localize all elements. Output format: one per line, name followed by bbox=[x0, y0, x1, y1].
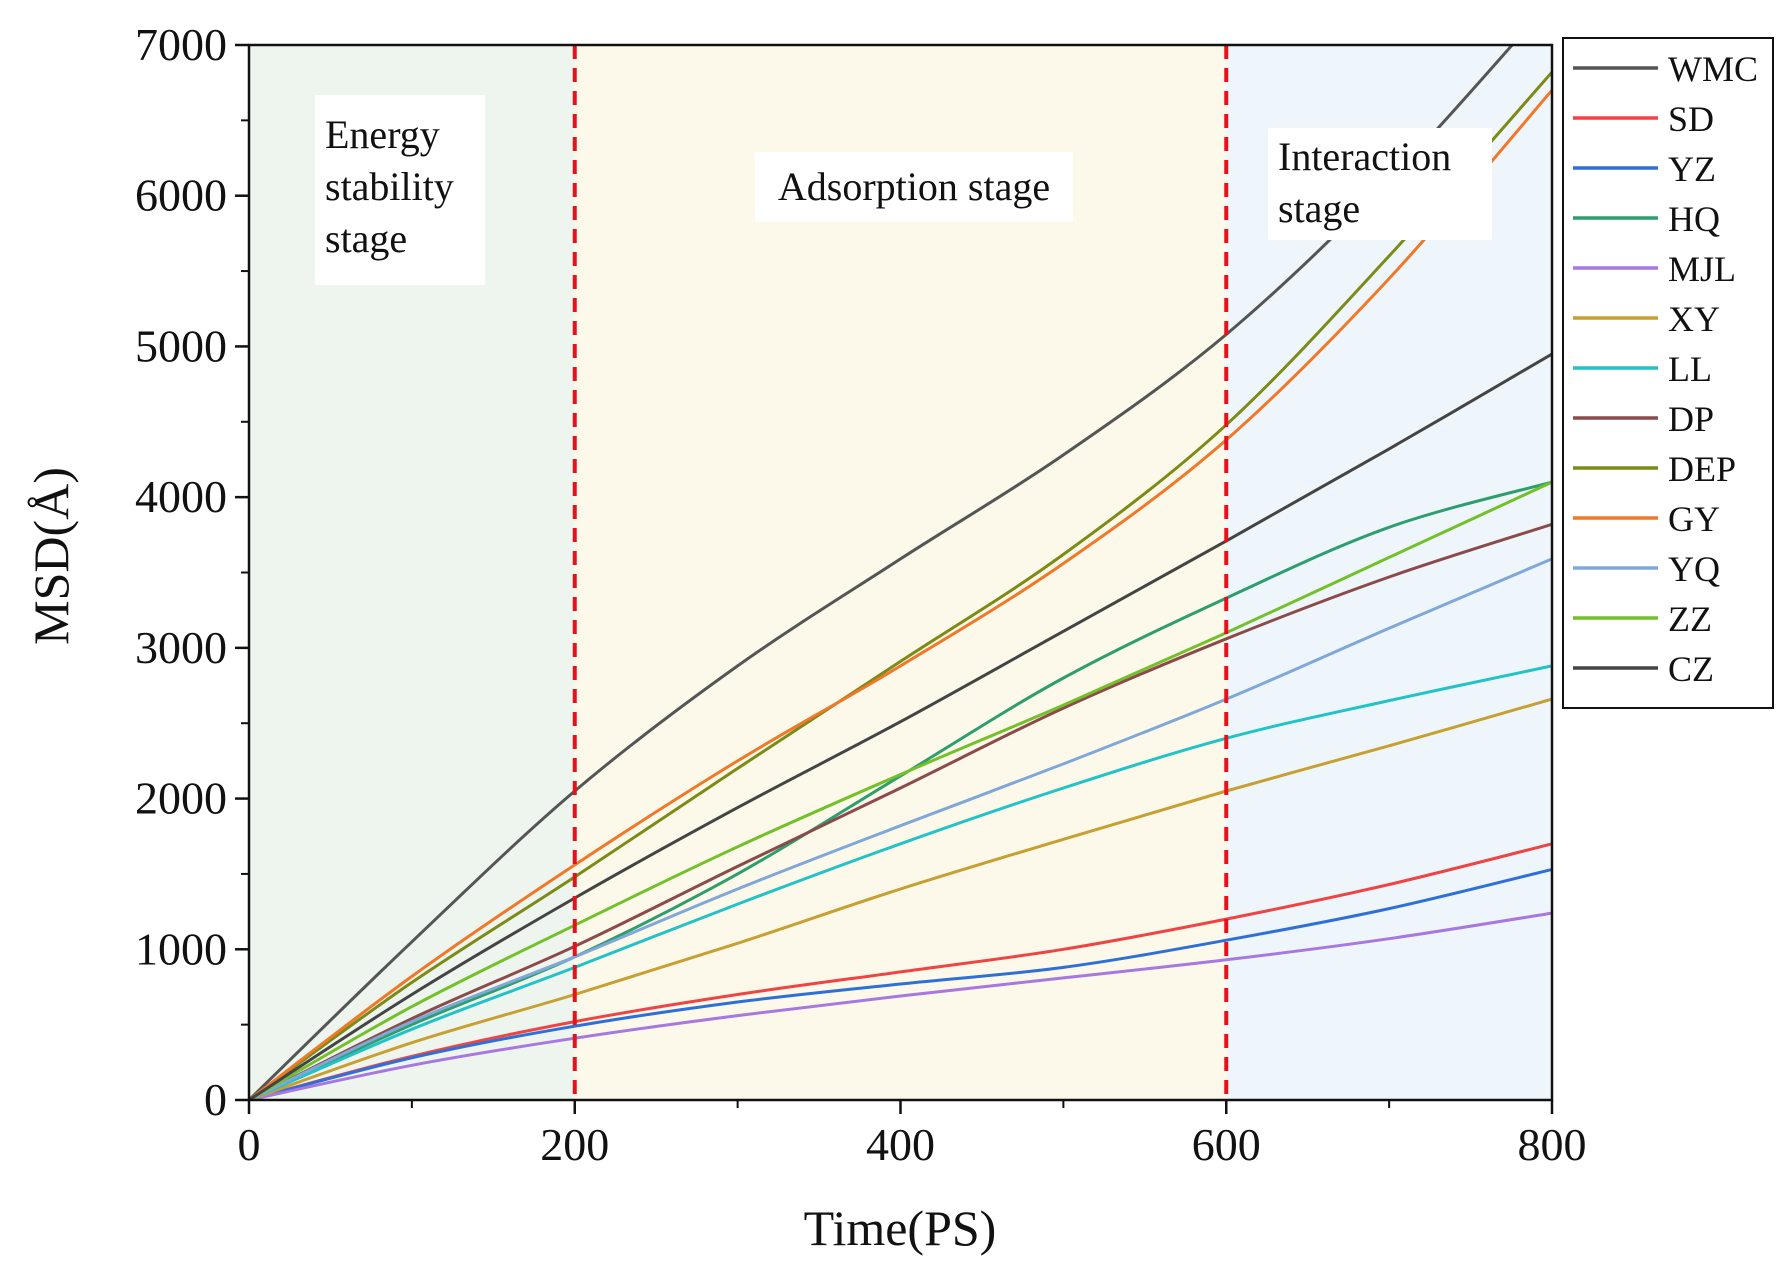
legend-label-gy: GY bbox=[1668, 499, 1720, 539]
series-line-gy bbox=[249, 89, 1552, 1100]
stage-label-0: Energy stability stage bbox=[325, 112, 454, 261]
series-line-sd bbox=[249, 842, 1552, 1100]
legend-label-cz: CZ bbox=[1668, 649, 1714, 689]
y-axis-title: MSD(Å) bbox=[23, 467, 79, 645]
legend-label-wmc: WMC bbox=[1668, 49, 1758, 89]
series-line-yq bbox=[249, 557, 1552, 1100]
legend-label-ll: LL bbox=[1668, 349, 1712, 389]
series-line-xy bbox=[249, 697, 1552, 1100]
y-tick-label: 4000 bbox=[135, 471, 227, 522]
x-tick-label: 0 bbox=[238, 1119, 261, 1170]
x-tick-label: 400 bbox=[866, 1119, 935, 1170]
legend-label-sd: SD bbox=[1668, 99, 1714, 139]
y-tick-label: 5000 bbox=[135, 320, 227, 371]
legend-label-mjl: MJL bbox=[1668, 249, 1736, 289]
y-tick-label: 6000 bbox=[135, 170, 227, 221]
x-tick-label: 600 bbox=[1192, 1119, 1261, 1170]
x-tick-label: 800 bbox=[1518, 1119, 1587, 1170]
y-tick-label: 1000 bbox=[135, 923, 227, 974]
series-line-mjl bbox=[249, 911, 1552, 1100]
y-tick-label: 0 bbox=[204, 1074, 227, 1125]
legend-label-yz: YZ bbox=[1668, 149, 1716, 189]
series-line-yz bbox=[249, 867, 1552, 1100]
legend-box bbox=[1562, 37, 1774, 709]
y-tick-label: 7000 bbox=[135, 19, 227, 70]
stage-label-box-0 bbox=[315, 95, 485, 285]
stage-label-box-1 bbox=[755, 152, 1073, 222]
axis-ticks: 0 200 400 600 800 0 1000 2000 3000 4000 5000 6000 70… bbox=[135, 19, 1587, 1170]
legend-label-zz: ZZ bbox=[1668, 599, 1712, 639]
y-tick-label: 3000 bbox=[135, 622, 227, 673]
legend-label-xy: XY bbox=[1668, 299, 1720, 339]
x-axis-title: Time(PS) bbox=[804, 1200, 997, 1256]
legend-label-dp: DP bbox=[1668, 399, 1714, 439]
stage-labels: Energy stability stage Adsorption stage Inte… bbox=[315, 95, 1492, 285]
series-line-cz bbox=[249, 352, 1552, 1100]
stage-label-1: Adsorption stage bbox=[778, 164, 1050, 209]
stage-label-2: Interaction stage bbox=[1278, 134, 1451, 231]
legend-label-dep: DEP bbox=[1668, 449, 1736, 489]
series-layer bbox=[249, 45, 1552, 1100]
stage-dividers bbox=[572, 45, 1229, 1100]
x-tick-label: 200 bbox=[540, 1119, 609, 1170]
legend: WMC SD YZ HQ MJL XY LL DP DEP GY YQ ZZ CZ bbox=[1562, 37, 1774, 709]
series-line-zz bbox=[249, 480, 1552, 1100]
series-line-ll bbox=[249, 664, 1552, 1100]
stage-label-box-2 bbox=[1268, 128, 1492, 240]
series-line-dep bbox=[249, 71, 1552, 1100]
legend-label-yq: YQ bbox=[1668, 549, 1720, 589]
y-tick-label: 2000 bbox=[135, 773, 227, 824]
legend-label-hq: HQ bbox=[1668, 199, 1720, 239]
series-line-dp bbox=[249, 522, 1552, 1100]
